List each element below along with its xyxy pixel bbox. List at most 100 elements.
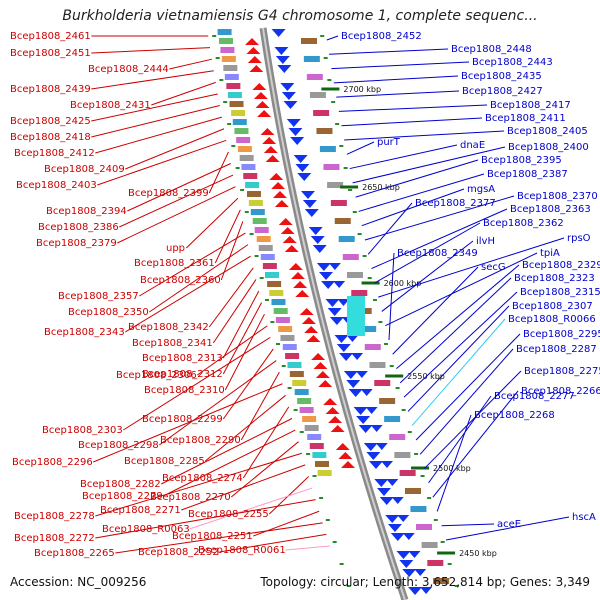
forward-gene-arrow bbox=[346, 380, 361, 388]
gene-label-left[interactable]: Bcep1808_2265 bbox=[34, 548, 115, 559]
gene-label-right[interactable]: Bcep1808_2275 bbox=[524, 366, 600, 377]
gene-label-right[interactable]: Bcep1808_2411 bbox=[485, 113, 566, 124]
gene-label-left[interactable]: upp bbox=[166, 243, 185, 254]
gene-label-left[interactable]: Bcep1808_2386 bbox=[38, 222, 119, 233]
gene-label-left[interactable]: Bcep1808_2360 bbox=[140, 275, 221, 286]
gene-label-right[interactable]: Bcep1808_2377 bbox=[415, 198, 496, 209]
reverse-gene-arrow bbox=[335, 443, 350, 450]
gene-label-left[interactable]: Bcep1808_2342 bbox=[128, 322, 209, 333]
leader-line bbox=[95, 116, 223, 154]
gene-label-right[interactable]: Bcep1808_2400 bbox=[508, 142, 589, 153]
gene-label-left[interactable]: Bcep1808_2425 bbox=[10, 116, 91, 127]
gene-label-right[interactable]: Bcep1808_2417 bbox=[490, 100, 571, 111]
gene-label-right[interactable]: Bcep1808_2295 bbox=[523, 329, 600, 340]
gene-label-right[interactable]: rpsO bbox=[567, 233, 591, 244]
gene-label-left[interactable]: Bcep1808_2278 bbox=[14, 511, 95, 522]
gene-label-left[interactable]: Bcep1808_2272 bbox=[14, 533, 95, 544]
gene-label-left[interactable]: Bcep1808_2282 bbox=[80, 479, 161, 490]
gene-label-right[interactable]: Bcep1808_2443 bbox=[472, 57, 553, 68]
reverse-gene-arrow bbox=[278, 218, 293, 225]
gene-label-right[interactable]: Bcep1808_2268 bbox=[474, 410, 555, 421]
gene-label-left[interactable]: Bcep1808_2461 bbox=[10, 31, 91, 42]
gene-label-left[interactable]: Bcep1808_2270 bbox=[150, 492, 231, 503]
gene-label-left[interactable]: Bcep1808_2341 bbox=[132, 338, 213, 349]
gene-label-left[interactable]: Bcep1808_2444 bbox=[88, 64, 169, 75]
gene-label-left[interactable]: Bcep1808_2409 bbox=[44, 164, 125, 175]
gene-label-right[interactable]: aceE bbox=[497, 519, 521, 530]
forward-gene-arrow bbox=[337, 299, 350, 306]
gene-label-right[interactable]: mgsA bbox=[467, 184, 495, 195]
gene-label-right[interactable]: secG bbox=[481, 262, 506, 273]
gene-label-left[interactable]: Bcep1808_2296 bbox=[12, 457, 93, 468]
gene-label-left[interactable]: Bcep1808_2361 bbox=[134, 258, 215, 269]
gene-label-left[interactable]: Bcep1808_R0061 bbox=[198, 545, 286, 556]
gene-label-right[interactable]: Bcep1808_2405 bbox=[507, 126, 588, 137]
gene-label-left[interactable]: Bcep1808_2399 bbox=[128, 188, 209, 199]
forward-gene-arrow bbox=[334, 335, 349, 343]
gene-label-right[interactable]: Bcep1808_2395 bbox=[481, 155, 562, 166]
leader-line bbox=[346, 141, 375, 155]
gene-label-right[interactable]: dnaE bbox=[460, 140, 485, 151]
feature-box bbox=[306, 74, 323, 80]
gene-label-right[interactable]: tpiA bbox=[540, 248, 560, 259]
gene-label-left[interactable]: Bcep1808_2251 bbox=[172, 531, 253, 542]
forward-gene-arrow bbox=[399, 560, 414, 568]
gene-label-right[interactable]: hscA bbox=[572, 512, 596, 523]
gene-label-right[interactable]: Bcep1808_2387 bbox=[487, 169, 568, 180]
feature-box bbox=[300, 38, 317, 44]
gene-label-left[interactable]: Bcep1808_2431 bbox=[70, 100, 151, 111]
gene-label-left[interactable]: Bcep1808_2303 bbox=[42, 425, 123, 436]
gene-label-right[interactable]: Bcep1808_2362 bbox=[483, 218, 564, 229]
gene-label-right[interactable]: purT bbox=[377, 137, 401, 148]
gene-label-left[interactable]: Bcep1808_2312 bbox=[142, 369, 223, 380]
feature-box bbox=[229, 101, 244, 107]
gene-label-left[interactable]: Bcep1808_2412 bbox=[14, 148, 95, 159]
forward-gene-arrow bbox=[402, 533, 415, 540]
gene-label-right[interactable]: Bcep1808_2307 bbox=[512, 301, 593, 312]
gene-label-left[interactable]: Bcep1808_2451 bbox=[10, 48, 91, 59]
gene-label-left[interactable]: Bcep1808_2279 bbox=[82, 491, 163, 502]
gene-label-right[interactable]: Bcep1808_2315 bbox=[520, 287, 600, 298]
gene-label-left[interactable]: Bcep1808_2310 bbox=[144, 385, 225, 396]
gene-label-left[interactable]: Bcep1808_2357 bbox=[58, 291, 139, 302]
gene-label-right[interactable]: Bcep1808_R0066 bbox=[508, 314, 596, 325]
gene-label-left[interactable]: Bcep1808_2285 bbox=[124, 456, 205, 467]
gene-label-left[interactable]: Bcep1808_2255 bbox=[188, 509, 269, 520]
gene-label-left[interactable]: Bcep1808_2306 bbox=[116, 370, 197, 381]
feature-box bbox=[410, 506, 427, 512]
leader-line bbox=[326, 35, 339, 41]
reverse-gene-arrow bbox=[328, 416, 343, 423]
gene-label-left[interactable]: Bcep1808_2379 bbox=[36, 238, 117, 249]
gene-label-left[interactable]: Bcep1808_2343 bbox=[44, 327, 125, 338]
leader-line bbox=[224, 313, 265, 391]
gene-label-right[interactable]: Bcep1808_2363 bbox=[510, 204, 591, 215]
gene-label-right[interactable]: Bcep1808_2435 bbox=[461, 71, 542, 82]
gene-label-left[interactable]: Bcep1808_2350 bbox=[68, 307, 149, 318]
gene-label-left[interactable]: Bcep1808_2394 bbox=[46, 206, 127, 217]
gene-label-right[interactable]: Bcep1808_2287 bbox=[516, 344, 597, 355]
gene-label-left[interactable]: Bcep1808_2313 bbox=[142, 353, 223, 364]
gene-label-left[interactable]: Bcep1808_2403 bbox=[16, 180, 97, 191]
gene-label-right[interactable]: Bcep1808_2277 bbox=[494, 391, 575, 402]
gene-label-left[interactable]: Bcep1808_2274 bbox=[162, 473, 243, 484]
gene-label-left[interactable]: Bcep1808_2298 bbox=[78, 440, 159, 451]
gene-label-right[interactable]: Bcep1808_2266 bbox=[521, 386, 600, 397]
gene-label-left[interactable]: Bcep1808_2252 bbox=[138, 547, 219, 558]
gene-label-right[interactable]: Bcep1808_2323 bbox=[514, 273, 595, 284]
gene-label-left[interactable]: Bcep1808_2439 bbox=[10, 84, 91, 95]
gene-label-left[interactable]: Bcep1808_2299 bbox=[142, 414, 223, 425]
gene-label-right[interactable]: Bcep1808_2370 bbox=[517, 191, 598, 202]
gene-label-right[interactable]: Bcep1808_2448 bbox=[451, 44, 532, 55]
gene-label-left[interactable]: Bcep1808_2418 bbox=[10, 132, 91, 143]
leader-line bbox=[220, 221, 244, 281]
gene-label-right[interactable]: Bcep1808_2329 bbox=[522, 260, 600, 271]
gene-label-right[interactable]: Bcep1808_2452 bbox=[341, 31, 422, 42]
gene-label-right[interactable]: Bcep1808_2427 bbox=[462, 86, 543, 97]
gene-label-left[interactable]: Bcep1808_R0063 bbox=[102, 524, 190, 535]
forward-gene-arrow bbox=[281, 92, 296, 100]
gene-label-left[interactable]: Bcep1808_2290 bbox=[160, 435, 241, 446]
gene-label-left[interactable]: Bcep1808_2271 bbox=[100, 505, 181, 516]
gene-label-right[interactable]: ilvH bbox=[476, 236, 495, 247]
gene-label-right[interactable]: Bcep1808_2349 bbox=[397, 248, 478, 259]
leader-line bbox=[358, 173, 485, 212]
